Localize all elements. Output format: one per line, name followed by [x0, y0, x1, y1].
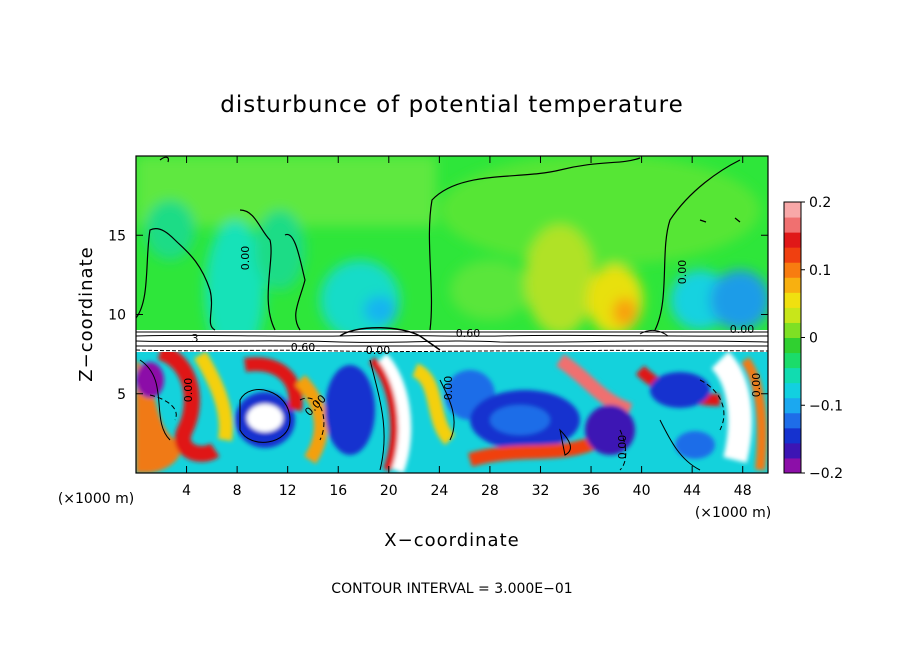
colorbar-swatch [784, 262, 801, 278]
x-tick-label: 8 [233, 483, 242, 499]
plot-area: 0.00 0.00 0.00 0.00 0.00 0.60 0.60 0.00 … [136, 156, 768, 473]
tropopause-contours [136, 327, 768, 353]
x-unit-right: (×1000 m) [695, 505, 771, 521]
colorbar-swatch [784, 427, 801, 444]
x-tick-label: 16 [329, 483, 347, 499]
x-tick-label: 24 [430, 483, 448, 499]
colorbar [783, 201, 802, 474]
contour-label: 0.00 [239, 246, 252, 271]
x-tick-label: 48 [734, 483, 752, 499]
colorbar-swatch [784, 232, 801, 248]
contour-interval-note: CONTOUR INTERVAL = 3.000E−01 [331, 581, 572, 597]
upper-field-patches [136, 156, 768, 360]
colorbar-tick-label: 0 [809, 331, 818, 347]
contour-label: 0.00 [442, 376, 455, 401]
colorbar-tick-label: −0.1 [809, 398, 843, 414]
chart-title: disturbunce of potential temperature [220, 92, 684, 118]
contour-label: 0.60 [456, 327, 481, 340]
colorbar-swatch [784, 397, 801, 414]
x-axis: 4 8 12 16 20 24 28 32 36 40 44 48 [182, 156, 752, 499]
x-unit-left: (×1000 m) [58, 491, 134, 507]
colorbar-tick-label: −0.2 [809, 466, 843, 482]
y-tick-label: 10 [108, 308, 126, 324]
contour-label: 0.00 [730, 323, 755, 336]
contour-label: 0.00 [182, 378, 195, 403]
colorbar-ticks: 0.2 0.1 0 −0.1 −0.2 [801, 195, 843, 482]
colorbar-swatch [784, 292, 801, 308]
y-tick-label: 15 [108, 228, 126, 244]
contour-label: 0.00 [676, 260, 689, 285]
contour-label: 3 [192, 332, 199, 345]
x-tick-label: 28 [481, 483, 499, 499]
colorbar-swatch [784, 307, 801, 323]
colorbar-swatch [784, 277, 801, 293]
colorbar-swatch [784, 322, 801, 338]
y-axis: 5 10 15 [108, 228, 768, 403]
colorbar-swatch [784, 217, 801, 233]
x-tick-label: 32 [532, 483, 550, 499]
colorbar-swatch [784, 352, 801, 369]
contour-label: 0.00 [750, 373, 763, 398]
contour-labels: 0.00 0.00 0.00 0.00 0.00 0.60 0.60 0.00 … [182, 246, 763, 460]
colorbar-swatch [784, 382, 801, 399]
x-tick-label: 20 [380, 483, 398, 499]
contour-label: 0.00 [616, 435, 629, 460]
colorbar-swatch [784, 412, 801, 429]
y-tick-label: 5 [117, 387, 126, 403]
colorbar-swatch [784, 367, 801, 384]
x-tick-label: 44 [683, 483, 701, 499]
lower-contours [139, 359, 725, 471]
colorbar-swatch [784, 247, 801, 263]
x-tick-label: 4 [182, 483, 191, 499]
y-axis-label: Z−coordinate [76, 246, 97, 381]
colorbar-swatch [784, 457, 801, 474]
contour-label: 0.00 [366, 344, 391, 357]
colorbar-tick-label: 0.2 [809, 195, 831, 211]
contour-label: 0.60 [291, 341, 316, 354]
x-tick-label: 12 [279, 483, 297, 499]
colorbar-swatch [784, 337, 801, 354]
colorbar-swatch [784, 202, 801, 218]
x-tick-label: 40 [633, 483, 651, 499]
x-axis-label: X−coordinate [384, 530, 519, 551]
lower-field-patches [136, 344, 767, 473]
colorbar-tick-label: 0.1 [809, 263, 831, 279]
x-tick-label: 36 [582, 483, 600, 499]
upper-contours [136, 156, 741, 331]
colorbar-swatch [784, 442, 801, 459]
